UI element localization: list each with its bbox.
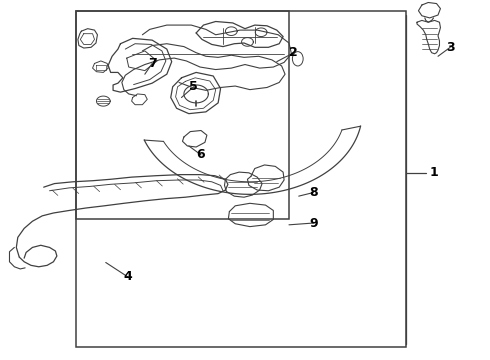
Text: 7: 7 (148, 57, 156, 70)
Text: 9: 9 (309, 216, 318, 230)
Text: 3: 3 (446, 41, 455, 54)
Text: 6: 6 (196, 148, 205, 161)
Bar (76, 12, 289, 220)
Text: 8: 8 (309, 186, 318, 199)
Text: 2: 2 (290, 46, 298, 59)
Bar (76, 12, 406, 347)
Text: 4: 4 (123, 270, 132, 283)
Text: 1: 1 (430, 166, 439, 179)
Text: 5: 5 (189, 80, 198, 93)
